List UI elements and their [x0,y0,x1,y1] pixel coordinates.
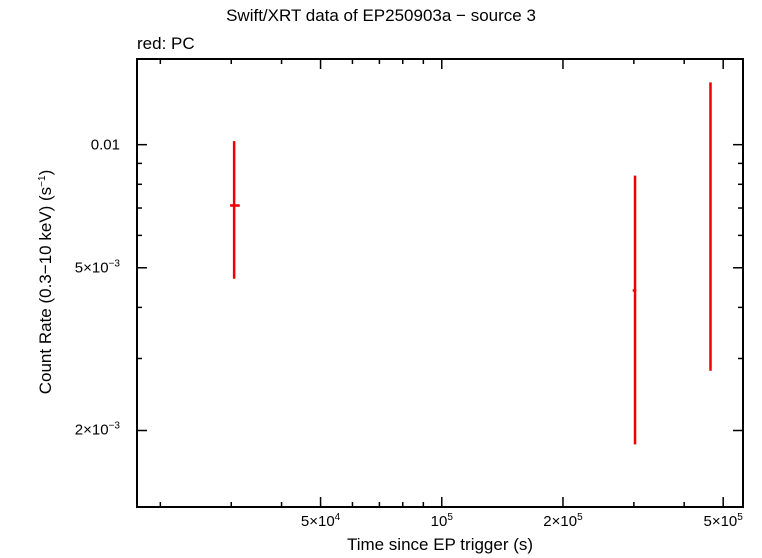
y-tick-label: 0.01 [91,137,120,152]
x-tick-label-base: 5×10 [703,513,738,530]
x-tick-label: 5×104 [300,512,341,530]
x-tick-label-exponent: 5 [737,512,743,523]
x-tick-label: 5×105 [703,512,743,530]
y-tick-label-base: 5×10 [74,259,109,277]
chart-title: Swift/XRT data of EP250903a − source 3 [226,6,536,25]
x-tick-label-base: 5×10 [300,513,335,530]
y-tick-label: 2×10−3 [74,420,120,439]
y-tick-label-exponent: −3 [108,420,120,432]
data-points [230,82,712,445]
y-tick-label-base: 0.01 [90,136,120,154]
y-tick-label-base: 2×10 [74,421,109,439]
plot-frame [136,58,744,508]
y-tick-label-exponent: −3 [108,258,120,270]
x-tick-label-exponent: 5 [447,512,453,523]
x-axis-label: Time since EP trigger (s) [346,535,534,554]
y-tick-label: 5×10−3 [74,258,120,277]
x-tick-label-exponent: 5 [577,512,583,523]
x-tick-label-exponent: 4 [334,512,341,523]
x-tick-label-base: 10 [430,513,448,530]
chart-subtitle: red: PC [137,34,195,53]
x-tick-label: 105 [430,512,453,530]
axis-ticks [137,59,743,507]
x-tick-label: 2×105 [543,512,583,530]
x-tick-label-base: 2×10 [543,513,578,530]
